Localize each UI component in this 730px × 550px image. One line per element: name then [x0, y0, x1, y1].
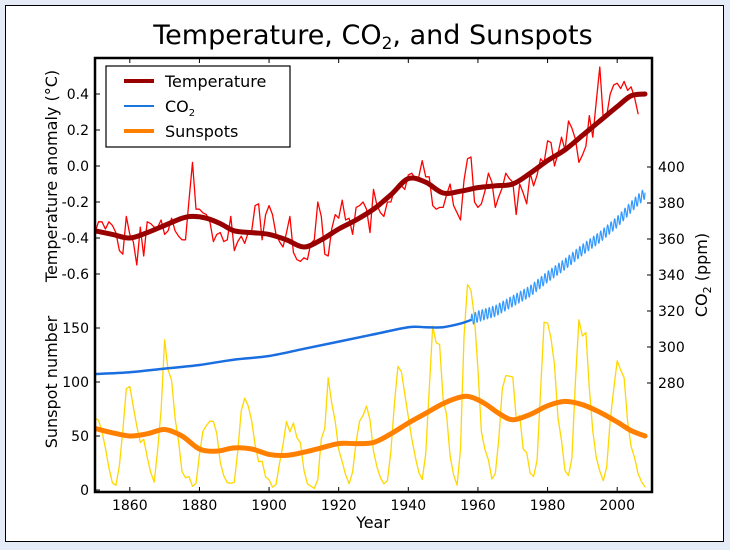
title-text-pre: Temperature, CO	[152, 20, 381, 51]
title-text-post: , and Sunspots	[392, 20, 592, 51]
co2-tick-label: 400	[658, 160, 685, 176]
co2-tick-label: 360	[658, 232, 685, 248]
x-tick-label: 1860	[112, 498, 148, 514]
series-co2-monthly	[470, 189, 646, 325]
x-tick-label: 1900	[251, 498, 287, 514]
legend-label-temperature: Temperature	[164, 72, 266, 91]
series-sunspots	[95, 393, 648, 459]
series-co2-ice-core	[95, 318, 473, 376]
series-temperature	[95, 91, 648, 250]
sunspot-tick-label: 50	[71, 429, 89, 445]
series-sunspots-annual	[95, 283, 646, 490]
co2-label-post: (ppm)	[692, 233, 711, 286]
x-tick-label: 1980	[530, 498, 566, 514]
temp-tick-label: 0.0	[67, 159, 89, 175]
temp-tick-label: -0.6	[62, 267, 89, 283]
y-axis-label-temperature: Temperature anomaly (°C)	[42, 70, 61, 283]
temp-tick-label: -0.4	[62, 231, 89, 247]
co2-tick-label: 300	[658, 340, 685, 356]
temp-tick-label: 0.2	[67, 123, 89, 139]
sunspot-tick-label: 0	[80, 483, 89, 499]
temp-tick-label: 0.4	[67, 87, 89, 103]
ticks: 1860 1880 1900 1920 1940 1960 1980 2000 0.4 0.2 0.…	[62, 58, 685, 514]
co2-label-pre: CO	[692, 293, 711, 317]
x-tick-label: 1960	[460, 498, 496, 514]
co2-tick-label: 340	[658, 268, 685, 284]
sunspot-tick-label: 100	[62, 375, 89, 391]
y-axis-label-sunspot: Sunspot number	[42, 315, 61, 448]
legend-label-co2: CO2	[165, 97, 195, 119]
legend: Temperature CO2 Sunspots	[105, 65, 291, 148]
x-axis-label: Year	[355, 513, 390, 532]
co2-label-sub: 2	[701, 286, 714, 293]
x-tick-label: 1880	[182, 498, 218, 514]
co2-tick-label: 380	[658, 196, 685, 212]
legend-co2-sub: 2	[189, 108, 195, 119]
sunspot-tick-label: 150	[62, 321, 89, 337]
temp-tick-label: -0.2	[62, 195, 89, 211]
y-axis-label-co2: CO2 (ppm)	[692, 233, 714, 317]
x-tick-label: 2000	[599, 498, 635, 514]
legend-co2-text: CO	[165, 97, 189, 116]
plot-area	[95, 66, 648, 490]
chart-title: Temperature, CO2, and Sunspots	[152, 20, 592, 54]
x-tick-label: 1920	[321, 498, 357, 514]
title-subscript: 2	[382, 34, 393, 54]
legend-label-sunspots: Sunspots	[165, 122, 238, 141]
co2-tick-label: 320	[658, 304, 685, 320]
series-temperature-annual	[95, 66, 639, 266]
co2-tick-label: 280	[658, 376, 685, 392]
x-tick-label: 1940	[390, 498, 426, 514]
